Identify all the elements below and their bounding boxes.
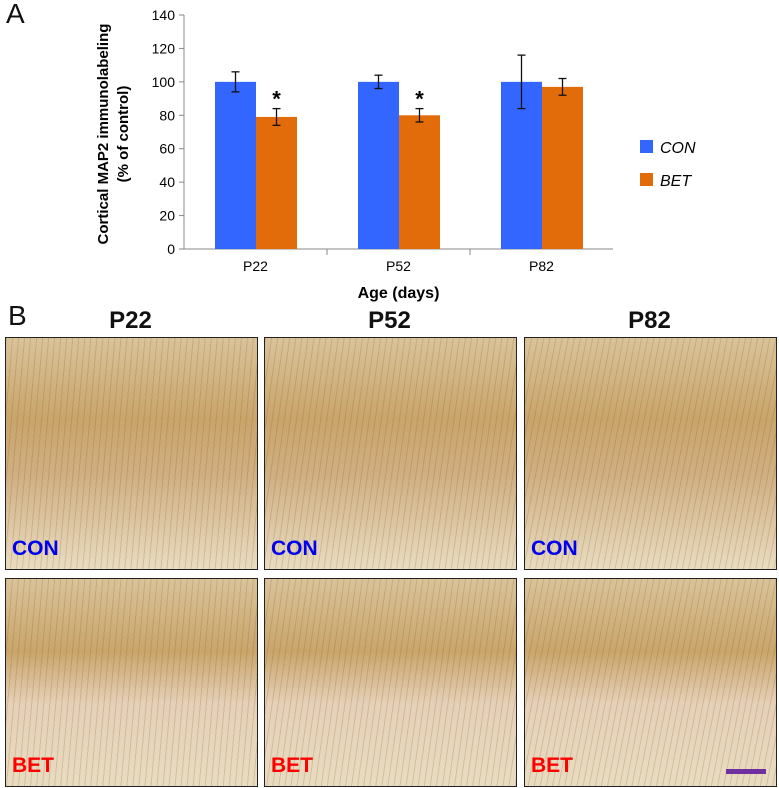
micrograph-p22-con: CON xyxy=(5,337,258,570)
y-tick-label: 20 xyxy=(159,208,175,224)
bar-con xyxy=(501,81,542,249)
scale-bar xyxy=(726,769,766,774)
y-tick-label: 80 xyxy=(159,107,175,123)
x-tick-label: P52 xyxy=(386,258,411,274)
y-tick-label: 40 xyxy=(159,174,175,190)
x-tick-label: P22 xyxy=(243,258,268,274)
micrograph-label: BET xyxy=(12,754,54,777)
y-tick-label: 120 xyxy=(152,40,176,56)
micrograph-label: CON xyxy=(531,537,578,560)
panel-a-label: A xyxy=(6,0,25,29)
micrograph-label: BET xyxy=(271,754,313,777)
bar-bet xyxy=(399,115,440,250)
y-tick-label: 60 xyxy=(159,141,175,157)
y-axis-label: Cortical MAP2 immunolabeling xyxy=(95,24,112,245)
y-tick-label: 100 xyxy=(152,74,176,90)
column-header: P22 xyxy=(109,307,152,334)
significance-marker: * xyxy=(415,87,424,112)
column-header: P52 xyxy=(368,307,411,334)
legend-label: CON xyxy=(660,140,696,157)
bar-con xyxy=(215,81,256,249)
significance-marker: * xyxy=(272,87,281,112)
x-tick-label: P82 xyxy=(529,258,554,274)
micrograph-label: CON xyxy=(12,537,59,560)
bar-con xyxy=(358,81,399,249)
micrograph-p52-bet: BET xyxy=(264,578,517,787)
x-axis-label: Age (days) xyxy=(358,285,440,302)
micrograph-p22-bet: BET xyxy=(5,578,258,787)
legend-swatch xyxy=(640,173,653,186)
micrograph-label: BET xyxy=(531,754,573,777)
bar-bet xyxy=(542,86,583,249)
bar-chart: 0 20 40 60 80 100 120 140 P22 * P52 * P82 Age (days) C… xyxy=(95,7,696,302)
micrograph-label: CON xyxy=(271,537,318,560)
micrograph-p52-con: CON xyxy=(264,337,517,570)
legend-swatch xyxy=(640,140,653,153)
micrograph-p82-bet: BET xyxy=(524,578,777,787)
micrograph-p82-con: CON xyxy=(524,337,777,570)
y-tick-label: 0 xyxy=(167,241,175,257)
y-tick-label: 140 xyxy=(152,7,176,23)
bar-bet xyxy=(256,116,297,249)
panel-b-label: B xyxy=(8,300,27,331)
y-axis-label-units: (% of control) xyxy=(115,86,132,183)
column-header: P82 xyxy=(628,307,671,334)
legend-label: BET xyxy=(660,173,692,190)
